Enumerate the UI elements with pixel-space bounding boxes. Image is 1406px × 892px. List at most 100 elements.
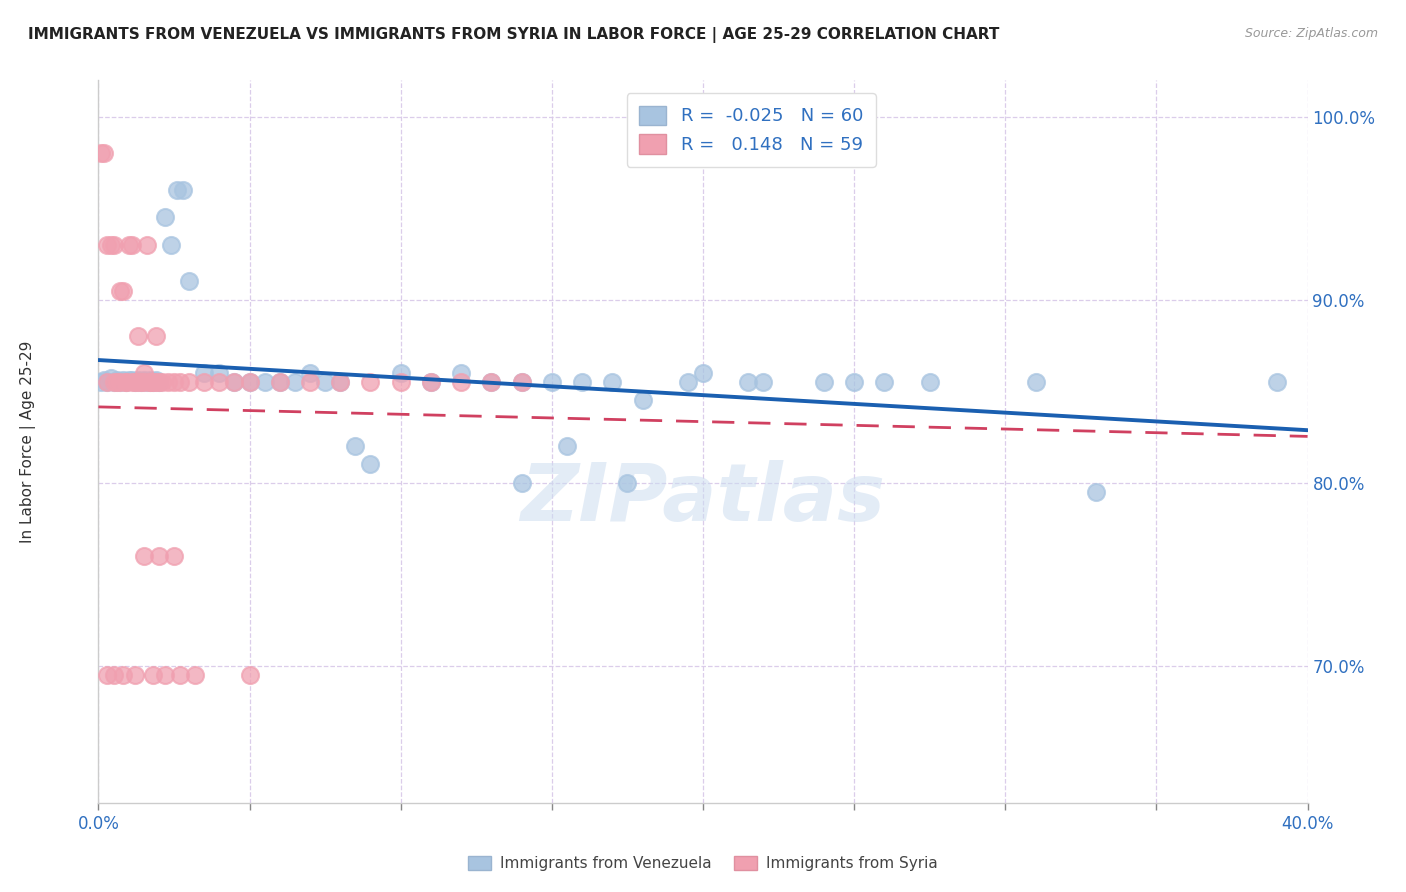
Point xyxy=(105,375,128,389)
Point xyxy=(1024,375,1046,389)
Point xyxy=(132,549,155,563)
Point xyxy=(114,375,136,389)
Point xyxy=(135,375,157,389)
Point xyxy=(145,375,167,389)
Point xyxy=(602,375,624,389)
Point xyxy=(156,375,179,389)
Point xyxy=(510,475,533,490)
Point xyxy=(172,183,194,197)
Point xyxy=(329,375,352,389)
Point xyxy=(1267,375,1289,389)
Point xyxy=(239,667,262,681)
Point xyxy=(239,375,262,389)
Point xyxy=(148,375,170,389)
Point xyxy=(114,375,136,389)
Point xyxy=(142,375,165,389)
Point xyxy=(118,373,141,387)
Point xyxy=(93,373,115,387)
Point xyxy=(676,375,699,389)
Point xyxy=(389,366,412,380)
Point xyxy=(193,375,215,389)
Point xyxy=(96,375,118,389)
Point xyxy=(100,371,122,385)
Legend: Immigrants from Venezuela, Immigrants from Syria: Immigrants from Venezuela, Immigrants fr… xyxy=(461,850,945,877)
Point xyxy=(111,373,134,387)
Point xyxy=(450,366,472,380)
Point xyxy=(121,375,143,389)
Point xyxy=(145,373,167,387)
Point xyxy=(692,366,714,380)
Point xyxy=(114,375,136,389)
Point xyxy=(111,667,134,681)
Point xyxy=(481,375,503,389)
Point xyxy=(108,375,131,389)
Point xyxy=(139,375,162,389)
Point xyxy=(510,375,533,389)
Point xyxy=(571,375,593,389)
Point xyxy=(224,375,246,389)
Point xyxy=(329,375,352,389)
Point xyxy=(135,238,157,252)
Point xyxy=(111,284,134,298)
Point xyxy=(360,458,382,472)
Point xyxy=(129,375,152,389)
Point xyxy=(145,329,167,343)
Legend: R =  -0.025   N = 60, R =   0.148   N = 59: R = -0.025 N = 60, R = 0.148 N = 59 xyxy=(627,93,876,167)
Point xyxy=(103,667,125,681)
Point xyxy=(139,373,162,387)
Text: Source: ZipAtlas.com: Source: ZipAtlas.com xyxy=(1244,27,1378,40)
Point xyxy=(1085,484,1108,499)
Point xyxy=(124,375,146,389)
Point xyxy=(96,238,118,252)
Point xyxy=(90,375,112,389)
Point xyxy=(124,375,146,389)
Point xyxy=(269,375,291,389)
Point xyxy=(124,667,146,681)
Text: IMMIGRANTS FROM VENEZUELA VS IMMIGRANTS FROM SYRIA IN LABOR FORCE | AGE 25-29 CO: IMMIGRANTS FROM VENEZUELA VS IMMIGRANTS … xyxy=(28,27,1000,43)
Point xyxy=(142,667,165,681)
Point xyxy=(299,375,322,389)
Point xyxy=(540,375,562,389)
Point xyxy=(105,373,128,387)
Point xyxy=(132,373,155,387)
Point xyxy=(253,375,276,389)
Point xyxy=(314,375,336,389)
Point xyxy=(481,375,503,389)
Point xyxy=(284,375,307,389)
Y-axis label: In Labor Force | Age 25-29: In Labor Force | Age 25-29 xyxy=(20,341,37,542)
Point xyxy=(420,375,443,389)
Point xyxy=(103,375,125,389)
Point xyxy=(108,375,131,389)
Point xyxy=(148,375,170,389)
Point xyxy=(96,375,118,389)
Point xyxy=(103,375,125,389)
Point xyxy=(127,375,149,389)
Point xyxy=(132,366,155,380)
Point xyxy=(127,329,149,343)
Point xyxy=(555,439,578,453)
Point xyxy=(93,146,115,161)
Point xyxy=(153,667,176,681)
Point xyxy=(918,375,941,389)
Point xyxy=(179,375,201,389)
Point xyxy=(752,375,775,389)
Point xyxy=(139,375,162,389)
Point xyxy=(163,375,186,389)
Point xyxy=(813,375,835,389)
Point xyxy=(616,475,638,490)
Point xyxy=(208,375,231,389)
Point xyxy=(179,275,201,289)
Point xyxy=(150,375,173,389)
Point xyxy=(96,667,118,681)
Point xyxy=(299,366,322,380)
Point xyxy=(844,375,866,389)
Point xyxy=(108,284,131,298)
Point xyxy=(100,238,122,252)
Point xyxy=(163,549,186,563)
Point xyxy=(344,439,367,453)
Point xyxy=(269,375,291,389)
Text: ZIPatlas: ZIPatlas xyxy=(520,460,886,539)
Point xyxy=(121,373,143,387)
Point xyxy=(873,375,896,389)
Point xyxy=(127,373,149,387)
